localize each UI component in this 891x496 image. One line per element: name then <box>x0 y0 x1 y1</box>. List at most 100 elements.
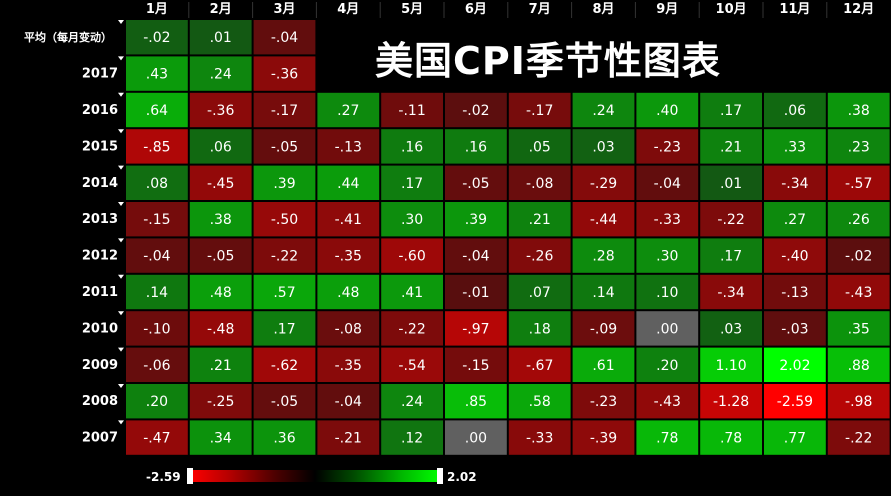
heatmap-cell[interactable] <box>189 420 252 455</box>
heatmap-cell[interactable] <box>636 347 699 382</box>
heatmap-cell[interactable] <box>508 347 571 382</box>
heatmap-cell[interactable] <box>508 384 571 419</box>
heatmap-cell[interactable] <box>700 274 762 310</box>
heatmap-cell[interactable] <box>445 129 507 164</box>
heatmap-cell[interactable] <box>508 129 571 164</box>
heatmap-cell[interactable] <box>189 384 252 419</box>
heatmap-cell[interactable] <box>572 238 635 273</box>
heatmap-cell[interactable] <box>572 311 635 346</box>
legend-max-handle[interactable] <box>437 468 443 484</box>
heatmap-cell[interactable] <box>572 165 635 200</box>
heatmap-cell[interactable] <box>827 165 890 200</box>
heatmap-cell[interactable] <box>381 311 443 346</box>
heatmap-cell[interactable] <box>253 238 316 273</box>
heatmap-cell[interactable] <box>636 165 699 200</box>
heatmap-cell[interactable] <box>700 92 762 128</box>
heatmap-cell[interactable] <box>827 129 890 164</box>
heatmap-cell[interactable] <box>126 384 188 419</box>
heatmap-cell[interactable] <box>126 202 188 237</box>
heatmap-cell[interactable] <box>189 56 252 91</box>
heatmap-cell[interactable] <box>317 420 380 455</box>
heatmap-cell[interactable] <box>827 384 890 419</box>
heatmap-cell[interactable] <box>445 92 507 128</box>
heatmap-cell[interactable] <box>253 311 316 346</box>
heatmap-cell[interactable] <box>636 238 699 273</box>
heatmap-cell[interactable] <box>317 129 380 164</box>
heatmap-cell[interactable] <box>381 384 443 419</box>
heatmap-cell[interactable] <box>508 92 571 128</box>
heatmap-cell[interactable] <box>700 165 762 200</box>
heatmap-cell[interactable] <box>381 165 443 200</box>
heatmap-cell[interactable] <box>253 384 316 419</box>
heatmap-cell[interactable] <box>253 202 316 237</box>
heatmap-cell[interactable] <box>189 238 252 273</box>
heatmap-cell[interactable] <box>572 420 635 455</box>
heatmap-cell[interactable] <box>827 274 890 310</box>
heatmap-cell[interactable] <box>508 311 571 346</box>
heatmap-cell[interactable] <box>636 92 699 128</box>
heatmap-cell[interactable] <box>445 311 507 346</box>
heatmap-cell[interactable] <box>381 274 443 310</box>
heatmap-cell[interactable] <box>700 311 762 346</box>
heatmap-cell[interactable] <box>253 165 316 200</box>
heatmap-cell[interactable] <box>317 92 380 128</box>
heatmap-cell[interactable] <box>189 311 252 346</box>
heatmap-cell[interactable] <box>764 202 826 237</box>
heatmap-cell[interactable] <box>253 56 316 91</box>
heatmap-cell[interactable] <box>508 202 571 237</box>
legend-min-handle[interactable] <box>187 468 193 484</box>
heatmap-cell[interactable] <box>508 420 571 455</box>
heatmap-cell[interactable] <box>636 384 699 419</box>
heatmap-cell[interactable] <box>827 92 890 128</box>
heatmap-cell[interactable] <box>700 238 762 273</box>
heatmap-cell[interactable] <box>827 311 890 346</box>
heatmap-cell[interactable] <box>317 165 380 200</box>
heatmap-cell[interactable] <box>445 384 507 419</box>
heatmap-cell[interactable] <box>253 92 316 128</box>
heatmap-cell[interactable] <box>445 165 507 200</box>
heatmap-cell[interactable] <box>317 238 380 273</box>
heatmap-cell[interactable] <box>700 384 762 419</box>
heatmap-cell[interactable] <box>572 347 635 382</box>
heatmap-cell[interactable] <box>126 311 188 346</box>
heatmap-cell[interactable] <box>827 202 890 237</box>
heatmap-cell[interactable] <box>764 274 826 310</box>
heatmap-cell[interactable] <box>572 129 635 164</box>
heatmap-cell[interactable] <box>572 92 635 128</box>
heatmap-cell[interactable] <box>572 384 635 419</box>
heatmap-cell[interactable] <box>317 347 380 382</box>
heatmap-cell[interactable] <box>253 274 316 310</box>
heatmap-cell[interactable] <box>636 129 699 164</box>
heatmap-cell[interactable] <box>317 311 380 346</box>
heatmap-cell[interactable] <box>253 347 316 382</box>
heatmap-cell[interactable] <box>189 274 252 310</box>
heatmap-cell[interactable] <box>189 347 252 382</box>
heatmap-cell[interactable] <box>764 92 826 128</box>
heatmap-cell[interactable] <box>827 420 890 455</box>
heatmap-cell[interactable] <box>827 347 890 382</box>
heatmap-cell[interactable] <box>572 274 635 310</box>
heatmap-cell[interactable] <box>764 129 826 164</box>
heatmap-cell[interactable] <box>764 384 826 419</box>
heatmap-cell[interactable] <box>572 202 635 237</box>
heatmap-cell[interactable] <box>636 420 699 455</box>
heatmap-cell[interactable] <box>381 238 443 273</box>
heatmap-cell[interactable] <box>700 202 762 237</box>
heatmap-cell[interactable] <box>445 347 507 382</box>
heatmap-cell[interactable] <box>764 165 826 200</box>
heatmap-cell[interactable] <box>381 202 443 237</box>
heatmap-cell[interactable] <box>126 274 188 310</box>
heatmap-cell[interactable] <box>764 420 826 455</box>
heatmap-cell[interactable] <box>317 384 380 419</box>
heatmap-cell[interactable] <box>126 238 188 273</box>
heatmap-cell[interactable] <box>636 311 699 346</box>
heatmap-cell[interactable] <box>827 238 890 273</box>
heatmap-cell[interactable] <box>126 20 188 55</box>
heatmap-cell[interactable] <box>764 347 826 382</box>
heatmap-cell[interactable] <box>381 420 443 455</box>
heatmap-cell[interactable] <box>126 347 188 382</box>
heatmap-cell[interactable] <box>508 165 571 200</box>
heatmap-cell[interactable] <box>381 129 443 164</box>
heatmap-cell[interactable] <box>317 202 380 237</box>
heatmap-cell[interactable] <box>764 311 826 346</box>
